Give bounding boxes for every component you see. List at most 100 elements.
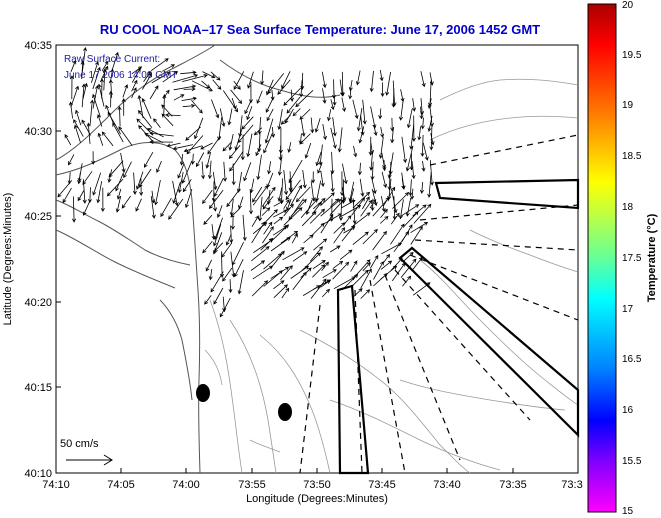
current-vector-arrow xyxy=(382,160,387,172)
current-vector-arrow xyxy=(264,118,274,144)
current-vector-arrow xyxy=(201,161,206,180)
current-vector-arrow xyxy=(283,203,294,217)
current-vector-arrow xyxy=(401,136,408,164)
current-vector-arrow xyxy=(154,180,161,206)
current-vector-arrow xyxy=(81,83,86,108)
current-vector-arrow xyxy=(273,209,288,218)
current-vector-arrow xyxy=(322,88,327,104)
current-vector-arrow xyxy=(309,208,325,224)
current-vector-arrow xyxy=(149,139,173,144)
current-vector-arrow xyxy=(421,160,426,172)
current-vector-arrow xyxy=(393,231,410,253)
current-vector-arrow xyxy=(89,99,95,126)
current-vector-arrow xyxy=(143,152,154,168)
current-vector-arrow xyxy=(400,204,420,217)
current-vector-arrow xyxy=(211,224,216,240)
current-vector-arrow xyxy=(202,189,213,204)
radar-sector-outlines xyxy=(336,178,580,475)
current-vector-arrow xyxy=(150,196,156,219)
current-vector-arrow xyxy=(263,133,273,154)
current-vector-arrow xyxy=(213,242,224,253)
colorbar-tick: 20 xyxy=(622,0,634,11)
current-vector-arrow xyxy=(153,118,161,128)
current-vector-arrow xyxy=(208,269,213,281)
current-vector-arrow xyxy=(166,142,181,148)
current-vector-arrow xyxy=(182,103,196,108)
current-vector-arrow xyxy=(282,247,305,261)
current-vector-arrow xyxy=(251,221,265,244)
current-vector-arrow xyxy=(290,198,307,217)
current-vector-arrow xyxy=(250,260,266,271)
current-vector-arrow xyxy=(380,82,385,98)
current-vector-arrow xyxy=(277,154,283,176)
current-vector-arrow xyxy=(213,224,222,247)
current-vector-arrow xyxy=(172,181,181,204)
current-vector-arrow xyxy=(200,142,213,150)
current-vector-arrow xyxy=(310,180,316,202)
current-vector-arrow xyxy=(330,151,335,175)
current-vector-arrow xyxy=(403,211,419,227)
current-vector-arrow xyxy=(322,269,337,279)
current-vector-arrow xyxy=(233,71,245,90)
current-vector-arrow xyxy=(273,216,284,225)
current-vector-arrow xyxy=(242,214,247,242)
current-vector-arrow xyxy=(373,124,378,137)
x-tick-label: 73:35 xyxy=(499,479,527,491)
current-vector-arrow xyxy=(333,222,346,234)
current-vector-arrow xyxy=(110,68,115,81)
current-vector-arrow xyxy=(411,161,416,180)
current-vector-arrow xyxy=(162,64,176,72)
current-vector-arrow xyxy=(108,160,124,178)
y-axis-label: Latitude (Degrees:Minutes) xyxy=(2,193,14,326)
colorbar-tick: 18.5 xyxy=(622,151,642,162)
current-vector-arrow xyxy=(401,178,406,190)
current-vector-arrow xyxy=(332,117,337,137)
current-vector-arrow xyxy=(211,99,220,119)
current-vector-arrow xyxy=(191,80,213,92)
current-vector-arrow xyxy=(237,270,244,295)
current-vector-arrow xyxy=(342,163,348,185)
current-vector-arrow xyxy=(299,80,304,98)
current-vector-arrow xyxy=(329,199,345,215)
current-vector-arrow xyxy=(183,145,203,153)
current-vector-arrow xyxy=(108,79,113,98)
current-vector-arrow xyxy=(204,295,212,305)
current-vector-arrow xyxy=(82,46,88,72)
current-vector-arrow xyxy=(359,178,365,197)
current-vector-arrow xyxy=(120,152,126,173)
current-vector-arrow xyxy=(337,127,343,153)
current-vector-arrow xyxy=(339,79,344,97)
current-vector-arrow xyxy=(186,135,204,155)
y-tick-label: 40:35 xyxy=(24,40,52,52)
current-vector-arrow xyxy=(372,230,387,251)
current-vector-arrow xyxy=(295,186,311,203)
current-vector-arrow xyxy=(280,114,291,125)
current-vector-arrow xyxy=(256,90,263,104)
current-vector-arrow xyxy=(262,226,274,244)
current-vector-arrow xyxy=(348,88,353,100)
current-vector-arrow xyxy=(131,67,141,83)
current-vector-arrow xyxy=(292,108,301,117)
current-vector-arrow xyxy=(360,268,372,289)
current-vector-arrow xyxy=(302,285,321,296)
current-vector-arrow xyxy=(262,195,274,210)
current-vector-arrow xyxy=(340,71,345,97)
current-vector-arrow xyxy=(219,108,226,128)
current-vector-arrow xyxy=(360,289,371,299)
current-vector-arrow xyxy=(342,187,347,202)
current-vector-arrow xyxy=(80,60,85,80)
current-vector-arrow xyxy=(202,71,216,79)
current-vector-arrow xyxy=(283,199,290,209)
current-vector-arrow xyxy=(398,199,404,220)
x-tick-label: 73:55 xyxy=(238,479,266,491)
current-vector-arrow xyxy=(409,124,415,150)
current-vector-arrow xyxy=(427,98,432,109)
current-vector-arrow xyxy=(228,134,234,151)
current-vector-arrow xyxy=(383,186,396,207)
current-vector-arrow xyxy=(300,198,318,219)
current-vector-arrow xyxy=(362,196,370,210)
current-vector-arrow xyxy=(283,169,289,196)
current-vector-arrow xyxy=(332,260,344,269)
y-tick-label: 40:25 xyxy=(24,211,52,223)
current-vector-arrow xyxy=(355,70,361,86)
